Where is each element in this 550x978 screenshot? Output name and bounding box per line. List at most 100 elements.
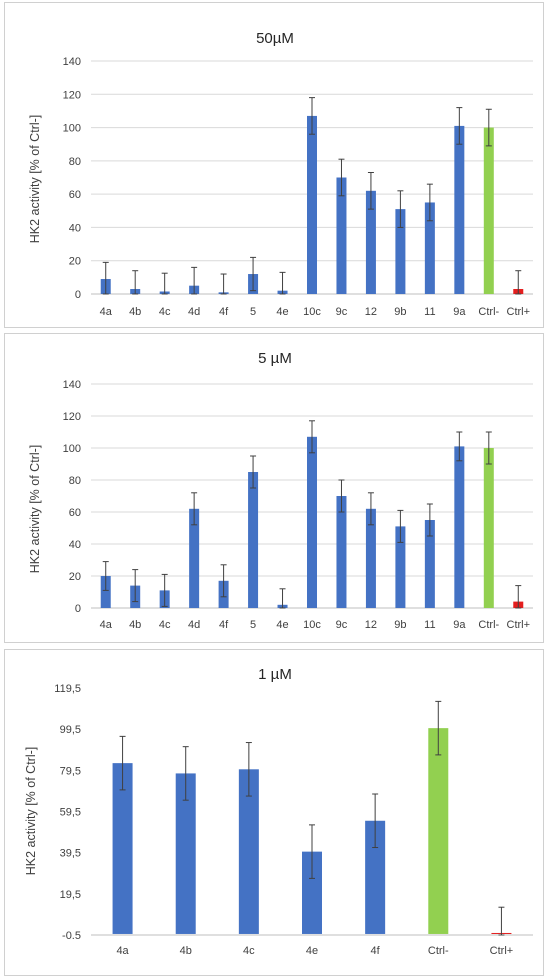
error-bar-4d bbox=[191, 492, 198, 526]
y-tick-label: 80 bbox=[69, 156, 81, 168]
y-tick-label: -0.5 bbox=[62, 930, 81, 942]
error-bar-4a bbox=[102, 561, 109, 591]
bar-Ctrl- bbox=[483, 448, 494, 608]
y-tick-label: 120 bbox=[63, 411, 81, 423]
error-bar-Ctrl- bbox=[485, 108, 492, 147]
error-bar-4c bbox=[161, 272, 168, 295]
bar-4a bbox=[112, 763, 133, 934]
x-tick-label: 4e bbox=[276, 619, 288, 631]
chart-panel-5uM: 5 µM HK2 activity [% of Ctrl-] 0 20 40 60 80… bbox=[4, 333, 544, 643]
error-bar-9b bbox=[397, 509, 404, 543]
bar-10c bbox=[307, 115, 317, 295]
x-tick-label: 4f bbox=[371, 945, 381, 957]
y-tick-label: 40 bbox=[69, 539, 81, 551]
x-tick-label: 10c bbox=[303, 306, 321, 318]
x-tick-label: 4a bbox=[116, 945, 129, 957]
bar-Ctrl- bbox=[428, 728, 449, 934]
bar-4f bbox=[365, 820, 386, 934]
y-tick-label: 100 bbox=[63, 443, 81, 455]
error-bar-4f bbox=[220, 564, 227, 598]
error-bar-Ctrl+ bbox=[515, 585, 522, 609]
error-bar-4a bbox=[102, 261, 109, 295]
bar-chart-50uM: 50µM HK2 activity [% of Ctrl-] 0 20 40 60 80… bbox=[28, 30, 533, 318]
x-tick-label: 4f bbox=[219, 306, 229, 318]
error-bar-4c bbox=[161, 573, 168, 607]
error-bar-4f bbox=[220, 273, 227, 295]
error-bar-5 bbox=[250, 455, 257, 489]
bar-9a bbox=[454, 446, 465, 608]
x-tick-label: 4f bbox=[219, 619, 229, 631]
y-axis-label: HK2 activity [% of Ctrl-] bbox=[28, 445, 42, 574]
x-tick-label: 4a bbox=[100, 619, 113, 631]
y-tick-label: 0 bbox=[75, 603, 81, 615]
y-tick-label: 120 bbox=[63, 89, 81, 101]
bar-5 bbox=[248, 472, 259, 608]
bar-9b bbox=[395, 209, 406, 294]
bar-11 bbox=[424, 202, 435, 294]
y-axis-label: HK2 activity [% of Ctrl-] bbox=[24, 747, 38, 876]
error-bar-11 bbox=[426, 503, 433, 537]
y-tick-label: 100 bbox=[63, 123, 81, 135]
error-bar-Ctrl+ bbox=[515, 270, 522, 295]
error-bar-4e bbox=[279, 271, 286, 295]
error-bar-10c bbox=[309, 420, 315, 454]
error-bar-5 bbox=[250, 256, 257, 292]
x-tick-label: 4b bbox=[129, 619, 141, 631]
y-tick-label: 40 bbox=[69, 222, 81, 234]
y-tick-label: 60 bbox=[69, 189, 81, 201]
chart-title: 50µM bbox=[256, 30, 294, 47]
bar-4d bbox=[189, 508, 200, 608]
x-tick-label: Ctrl+ bbox=[490, 945, 514, 957]
bar-4b bbox=[175, 773, 196, 934]
bar-11 bbox=[424, 520, 435, 608]
error-bar-4b bbox=[132, 569, 139, 603]
error-bar-4e bbox=[309, 824, 315, 879]
error-bar-4e bbox=[279, 588, 286, 609]
error-bar-4b bbox=[182, 746, 189, 801]
x-tick-label: Ctrl- bbox=[428, 945, 449, 957]
error-bar-9c bbox=[338, 479, 345, 513]
x-tick-label: 9c bbox=[336, 306, 348, 318]
x-tick-label: Ctrl+ bbox=[507, 619, 531, 631]
bar-4a bbox=[100, 576, 111, 608]
error-bar-4f bbox=[372, 793, 379, 849]
x-tick-label: 9a bbox=[453, 619, 466, 631]
x-tick-label: 4c bbox=[243, 945, 255, 957]
x-tick-label: 5 bbox=[250, 306, 256, 318]
y-tick-label: 0 bbox=[75, 289, 81, 301]
x-tick-label: Ctrl- bbox=[478, 306, 499, 318]
x-tick-label: 12 bbox=[365, 619, 377, 631]
x-tick-label: 9c bbox=[336, 619, 348, 631]
error-bar-Ctrl- bbox=[435, 700, 442, 756]
bar-9c bbox=[336, 496, 347, 608]
y-tick-label: 140 bbox=[63, 379, 81, 391]
x-tick-label: 5 bbox=[250, 619, 256, 631]
x-tick-label: 9a bbox=[453, 306, 466, 318]
error-bar-11 bbox=[426, 183, 433, 222]
x-tick-label: 11 bbox=[424, 619, 435, 631]
x-tick-label: 12 bbox=[365, 306, 377, 318]
bar-12 bbox=[365, 508, 376, 608]
chart-title: 1 µM bbox=[258, 666, 292, 683]
error-bar-9b bbox=[397, 190, 404, 228]
bar-10c bbox=[307, 436, 317, 608]
y-tick-label: 80 bbox=[69, 475, 81, 487]
y-tick-label: 39,5 bbox=[60, 848, 81, 860]
y-tick-label: 20 bbox=[69, 256, 81, 268]
error-bar-4d bbox=[191, 266, 198, 295]
error-bar-9a bbox=[456, 107, 463, 145]
chart-panel-50uM: 50µM HK2 activity [% of Ctrl-] 0 20 40 60 80… bbox=[4, 2, 544, 328]
bar-12 bbox=[365, 190, 376, 294]
error-bar-4c bbox=[245, 742, 252, 797]
y-tick-label: 79,5 bbox=[60, 765, 81, 777]
x-tick-label: Ctrl+ bbox=[507, 306, 531, 318]
bar-chart-1uM: 1 µM HK2 activity [% of Ctrl-] -0.5 19,5 3… bbox=[24, 666, 533, 957]
x-tick-label: 4c bbox=[159, 619, 171, 631]
y-tick-label: 140 bbox=[63, 56, 81, 68]
bar-chart-5uM: 5 µM HK2 activity [% of Ctrl-] 0 20 40 60 80… bbox=[28, 350, 533, 631]
error-bar-9c bbox=[338, 158, 345, 197]
chart-title: 5 µM bbox=[258, 350, 292, 367]
error-bar-12 bbox=[367, 492, 374, 526]
error-bar-10c bbox=[309, 97, 315, 135]
error-bar-4a bbox=[119, 735, 126, 791]
